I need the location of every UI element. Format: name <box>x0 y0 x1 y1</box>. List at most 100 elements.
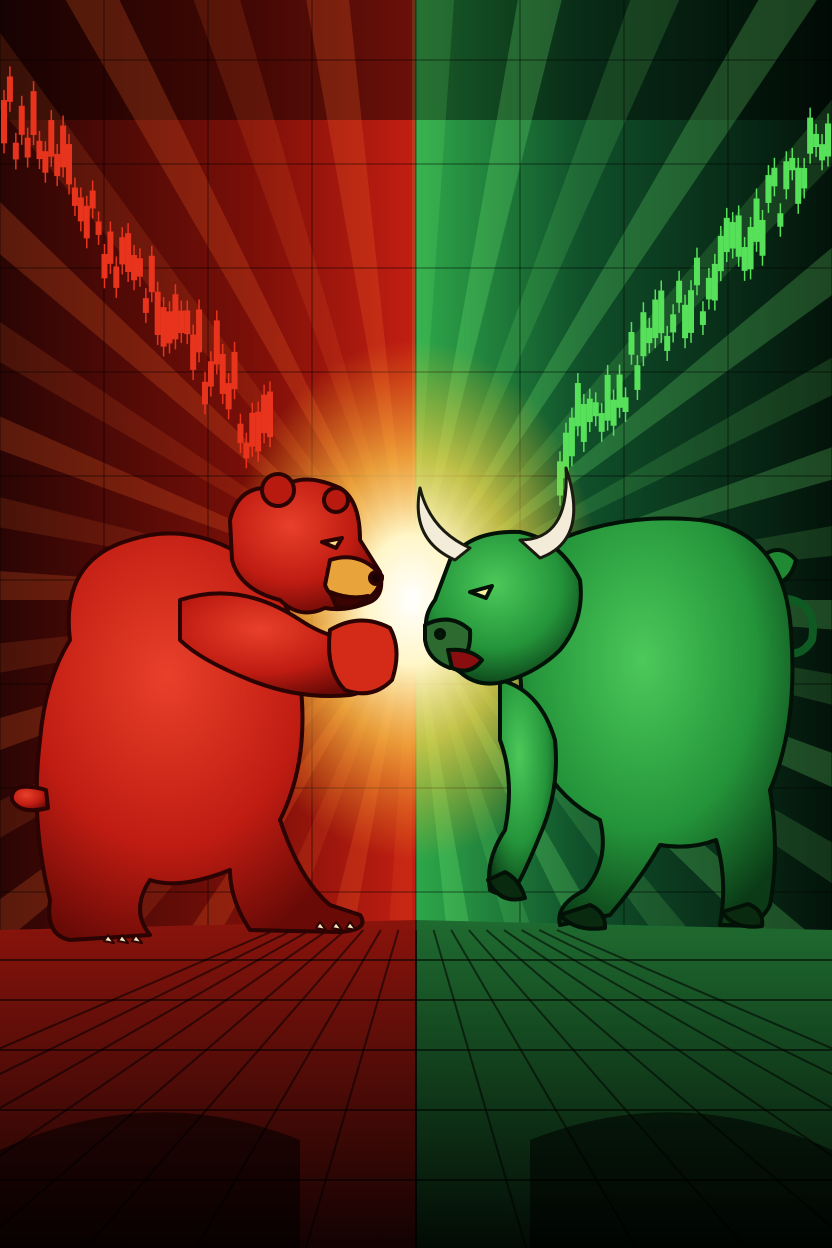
candle-body <box>622 397 629 413</box>
candle-body <box>688 290 695 333</box>
candle-body <box>765 175 772 203</box>
candle-body <box>30 91 37 136</box>
candle-body <box>711 263 718 301</box>
candle-body <box>610 399 617 426</box>
bull-body <box>518 516 795 927</box>
candle-body <box>166 311 173 344</box>
top-darkening <box>0 0 832 120</box>
candle-body <box>747 226 754 270</box>
candle-body <box>119 237 126 265</box>
bull-eye <box>468 584 494 600</box>
bull-foreleg <box>487 678 558 896</box>
bull-nostril <box>434 628 446 640</box>
candle-body <box>628 331 635 355</box>
tile-line-depth <box>0 929 294 1076</box>
candle-body <box>801 168 808 189</box>
bull-horn-right <box>518 466 576 560</box>
candle-body <box>664 335 671 351</box>
candle-body <box>568 417 575 457</box>
bull-hoof <box>486 870 527 902</box>
bear-claws <box>103 921 357 944</box>
candle-body <box>83 205 90 239</box>
candle-body <box>261 394 268 434</box>
candle-body <box>12 142 19 160</box>
candle-body <box>172 294 179 340</box>
candle-body <box>825 123 831 157</box>
candle-body <box>237 423 244 443</box>
bear-tail <box>9 784 50 813</box>
candle-body <box>18 105 25 135</box>
candle-body <box>207 361 214 387</box>
candle-body <box>592 402 599 417</box>
candle-body <box>243 442 250 459</box>
candle-body <box>574 383 581 427</box>
candle-body <box>759 219 766 256</box>
candle-body <box>753 198 760 242</box>
candle-body <box>148 255 155 293</box>
candle-body <box>107 231 114 264</box>
candle-body <box>125 233 132 272</box>
candle-body <box>813 133 820 148</box>
tile-line-depth <box>0 929 276 1050</box>
tile-line-depth <box>521 929 832 1110</box>
candle-body <box>66 144 73 185</box>
tile-line-depth <box>0 929 329 1157</box>
candle-body <box>646 327 653 344</box>
tile-line-depth <box>503 929 832 1157</box>
candle-body <box>213 320 220 365</box>
candle-body <box>634 365 641 390</box>
candle-body <box>1 100 7 144</box>
candle-body <box>741 247 748 271</box>
floor-shadow-right <box>530 1112 832 1248</box>
bear-mouth <box>328 590 370 610</box>
candle-body <box>640 312 647 357</box>
candle-body <box>6 76 13 102</box>
bull-horn-left <box>416 486 472 562</box>
candle-body <box>777 213 784 227</box>
candle-body <box>154 291 161 335</box>
candle-body <box>717 235 724 272</box>
candle-body <box>795 167 802 204</box>
candle-body <box>36 140 43 160</box>
candle-body <box>48 120 55 157</box>
candle-body <box>580 403 587 442</box>
candle-body <box>598 413 605 432</box>
candle-body <box>658 290 665 334</box>
candle-body <box>783 161 790 190</box>
candle-body <box>60 125 67 168</box>
candle-body <box>196 309 203 353</box>
candle-body <box>131 255 138 281</box>
candle-body <box>231 351 238 390</box>
tile-line-depth <box>305 929 400 1248</box>
bear-ear-left <box>260 472 296 508</box>
candle-body <box>735 215 742 257</box>
candle-body <box>729 222 736 249</box>
candle-body <box>142 298 149 313</box>
floor <box>0 920 832 1248</box>
candle-body <box>604 374 611 421</box>
candle-body <box>676 280 683 303</box>
candle-body <box>699 311 706 325</box>
candle-body <box>54 153 61 177</box>
candle-body <box>77 197 84 222</box>
bull-figure <box>416 466 817 931</box>
candle-body <box>178 310 185 334</box>
tile-line-depth <box>0 929 311 1110</box>
bear-figure <box>9 472 399 944</box>
candle-body <box>219 353 226 394</box>
candle-body <box>616 374 623 408</box>
candle-body <box>267 391 273 438</box>
candle-body <box>693 257 700 286</box>
bull-mouth <box>446 647 484 673</box>
candle-body <box>723 217 730 253</box>
floor-shadow-left <box>0 1112 300 1248</box>
bearish-candlestick-chart <box>1 66 273 469</box>
tile-line-depth <box>432 929 527 1248</box>
candle-body <box>24 137 31 158</box>
bull-hooves-rear <box>558 902 765 931</box>
candle-body <box>190 334 197 370</box>
candle-body <box>771 167 778 187</box>
candle-body <box>586 398 593 423</box>
candle-body <box>95 221 102 235</box>
